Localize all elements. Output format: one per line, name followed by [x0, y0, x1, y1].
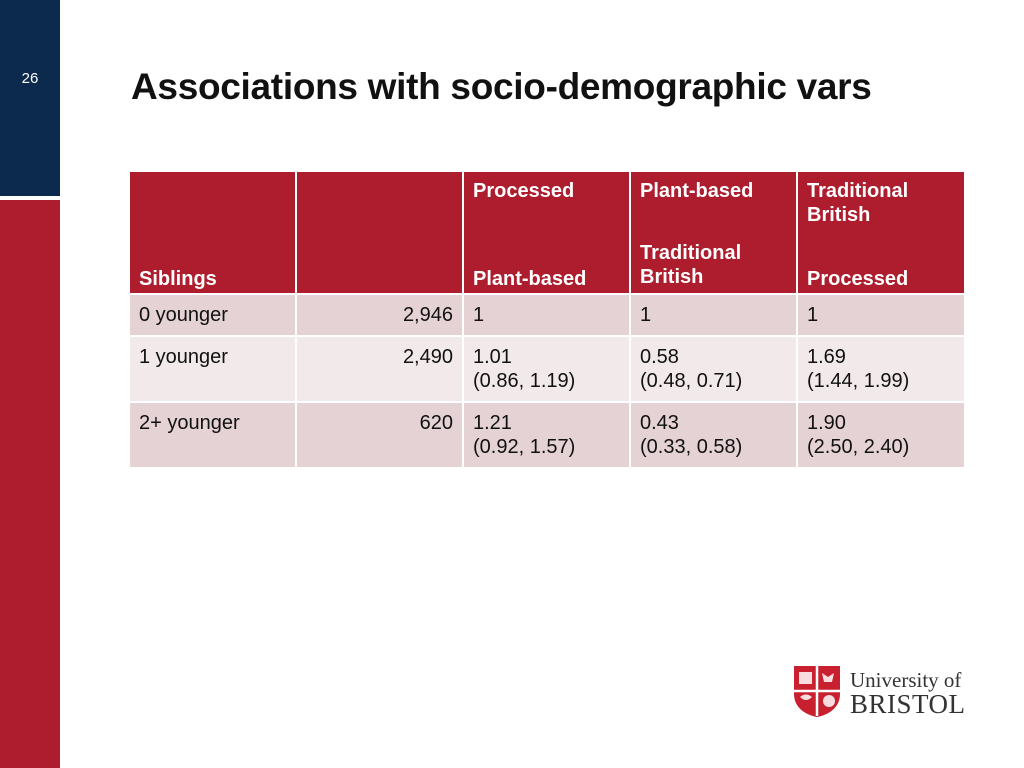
sidebar-navy-band: [0, 0, 60, 196]
confidence-interval: (2.50, 2.40): [807, 436, 910, 458]
estimate-value: 1.01: [473, 346, 512, 368]
slide-title: Associations with socio-demographic vars: [131, 66, 872, 107]
header-cell-plant-vs-traditional: Plant-based Traditional British: [629, 170, 798, 295]
estimate-cell: 1: [462, 293, 631, 337]
estimate-value: 1: [807, 304, 819, 326]
estimate-value: 0.58: [640, 346, 679, 368]
estimate-value: 1: [640, 304, 652, 326]
header-label-top: Traditional British: [807, 180, 909, 226]
confidence-interval: (0.86, 1.19): [473, 370, 576, 392]
estimate-value: 1.21: [473, 412, 512, 434]
table-header-row: Siblings Processed Plant-based Plant-bas…: [128, 170, 966, 295]
header-cell-traditional-vs-processed: Traditional British Processed: [796, 170, 966, 295]
estimate-cell: 1.90 (2.50, 2.40): [796, 401, 966, 469]
row-count: 2,490: [295, 335, 464, 403]
bristol-shield-icon: [794, 666, 840, 717]
header-label: Siblings: [139, 268, 217, 290]
estimate-value: 1: [473, 304, 485, 326]
table-row: 2+ younger 620 1.21 (0.92, 1.57) 0.43 (0…: [128, 401, 966, 469]
header-label-bottom: Traditional British: [640, 242, 742, 288]
sidebar-divider: [0, 196, 60, 200]
header-label-bottom: Plant-based: [473, 268, 587, 290]
row-label: 2+ younger: [128, 401, 297, 469]
university-logo: University of BRISTOL: [792, 664, 976, 720]
header-label-top: Plant-based: [640, 180, 754, 202]
logo-text-university: University of: [850, 668, 962, 692]
confidence-interval: (0.48, 0.71): [640, 370, 743, 392]
table-row: 1 younger 2,490 1.01 (0.86, 1.19) 0.58 (…: [128, 335, 966, 403]
estimate-value: 1.90: [807, 412, 846, 434]
row-count: 620: [295, 401, 464, 469]
confidence-interval: (1.44, 1.99): [807, 370, 910, 392]
header-cell-processed-vs-plant: Processed Plant-based: [462, 170, 631, 295]
header-cell-siblings: Siblings: [128, 170, 297, 295]
confidence-interval: (0.92, 1.57): [473, 436, 576, 458]
estimate-cell: 1.69 (1.44, 1.99): [796, 335, 966, 403]
sidebar-red-band: [0, 200, 60, 768]
row-label: 0 younger: [128, 293, 297, 337]
header-label-top: Processed: [473, 180, 575, 202]
estimate-cell: 0.43 (0.33, 0.58): [629, 401, 798, 469]
header-cell-n: [295, 170, 464, 295]
table-row: 0 younger 2,946 1 1 1: [128, 293, 966, 337]
estimate-cell: 1: [796, 293, 966, 337]
estimate-value: 0.43: [640, 412, 679, 434]
row-label: 1 younger: [128, 335, 297, 403]
confidence-interval: (0.33, 0.58): [640, 436, 743, 458]
logo-text-bristol: BRISTOL: [850, 689, 966, 719]
slide-number: 26: [21, 70, 39, 87]
results-table: Siblings Processed Plant-based Plant-bas…: [128, 170, 966, 469]
header-label-bottom: Processed: [807, 268, 909, 290]
estimate-cell: 1.21 (0.92, 1.57): [462, 401, 631, 469]
row-count: 2,946: [295, 293, 464, 337]
estimate-cell: 0.58 (0.48, 0.71): [629, 335, 798, 403]
estimate-cell: 1: [629, 293, 798, 337]
estimate-cell: 1.01 (0.86, 1.19): [462, 335, 631, 403]
estimate-value: 1.69: [807, 346, 846, 368]
